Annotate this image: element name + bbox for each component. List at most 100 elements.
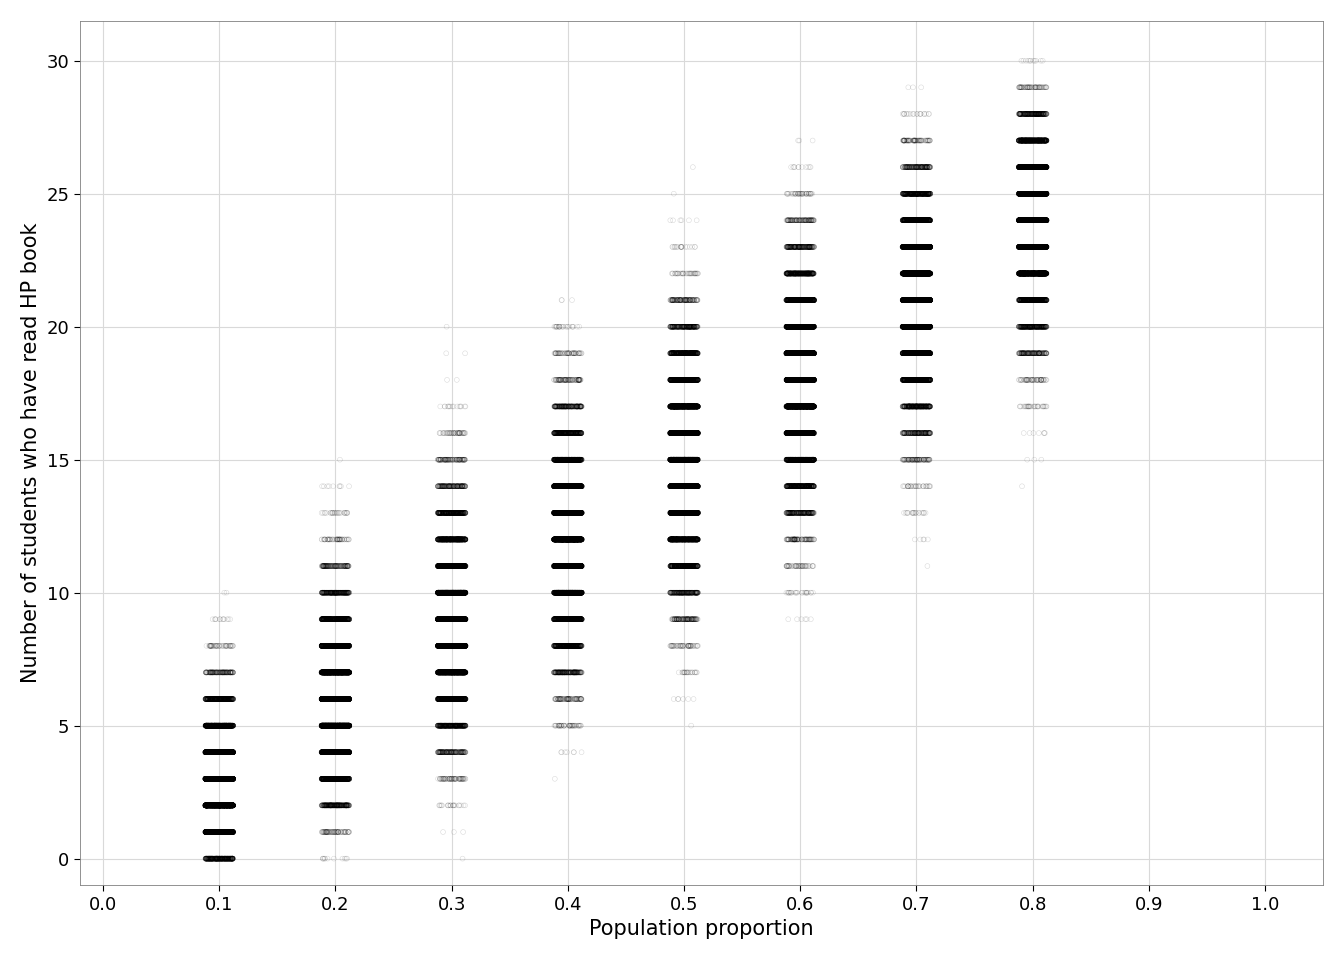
Point (544, 585, 566, 600)
Point (332, 638, 353, 654)
Point (448, 532, 469, 547)
Point (895, 346, 917, 361)
Point (551, 425, 573, 441)
Point (212, 798, 234, 813)
Point (323, 745, 344, 760)
Point (220, 691, 242, 707)
Point (562, 479, 583, 494)
Point (324, 638, 345, 654)
Point (800, 372, 821, 388)
Point (671, 505, 692, 520)
Point (664, 479, 685, 494)
Point (1036, 159, 1058, 175)
Point (802, 293, 824, 308)
Point (909, 346, 930, 361)
Point (215, 798, 237, 813)
Point (777, 319, 798, 334)
Point (434, 612, 456, 627)
Point (780, 346, 801, 361)
Point (547, 612, 569, 627)
Point (335, 691, 356, 707)
Point (1021, 212, 1043, 228)
Point (905, 186, 926, 202)
Point (336, 585, 358, 600)
Point (894, 425, 915, 441)
Point (903, 452, 925, 468)
Point (453, 585, 474, 600)
Point (441, 585, 462, 600)
Point (219, 798, 241, 813)
Point (332, 745, 353, 760)
Point (453, 585, 474, 600)
Point (892, 319, 914, 334)
Point (1021, 293, 1043, 308)
Point (196, 798, 218, 813)
Point (782, 398, 804, 414)
Point (1024, 319, 1046, 334)
Point (329, 664, 351, 680)
Point (219, 798, 241, 813)
Point (562, 559, 583, 574)
Point (892, 266, 914, 281)
Point (552, 505, 574, 520)
Point (448, 559, 469, 574)
Point (543, 452, 564, 468)
Point (804, 372, 825, 388)
Point (550, 452, 571, 468)
Point (446, 638, 468, 654)
Point (660, 452, 681, 468)
Point (319, 612, 340, 627)
Point (676, 505, 698, 520)
Point (452, 612, 473, 627)
Point (329, 664, 351, 680)
Point (683, 479, 704, 494)
Point (429, 612, 450, 627)
Point (786, 425, 808, 441)
Point (1015, 107, 1036, 122)
Point (430, 638, 452, 654)
Point (435, 559, 457, 574)
Point (556, 585, 578, 600)
Point (905, 266, 926, 281)
Point (452, 851, 473, 866)
Point (211, 825, 233, 840)
Point (1035, 186, 1056, 202)
Point (204, 825, 226, 840)
Point (919, 372, 941, 388)
Point (312, 612, 333, 627)
Point (1030, 239, 1051, 254)
Point (556, 612, 578, 627)
Point (902, 319, 923, 334)
Point (195, 691, 216, 707)
Point (558, 559, 579, 574)
Point (450, 585, 472, 600)
Point (1009, 159, 1031, 175)
Point (218, 771, 239, 786)
Point (1017, 239, 1039, 254)
Point (1012, 159, 1034, 175)
Point (551, 585, 573, 600)
Point (677, 532, 699, 547)
Point (431, 479, 453, 494)
Point (450, 638, 472, 654)
Point (327, 718, 348, 733)
Point (800, 372, 821, 388)
Point (450, 638, 472, 654)
Point (435, 718, 457, 733)
Point (314, 718, 336, 733)
Point (204, 798, 226, 813)
Point (454, 532, 476, 547)
Point (917, 186, 938, 202)
Point (661, 479, 683, 494)
Point (434, 691, 456, 707)
Point (563, 559, 585, 574)
Point (207, 745, 228, 760)
Point (453, 638, 474, 654)
Point (329, 718, 351, 733)
Point (800, 398, 821, 414)
Point (435, 505, 457, 520)
Point (905, 293, 926, 308)
Point (198, 825, 219, 840)
Point (543, 638, 564, 654)
Point (1030, 266, 1051, 281)
